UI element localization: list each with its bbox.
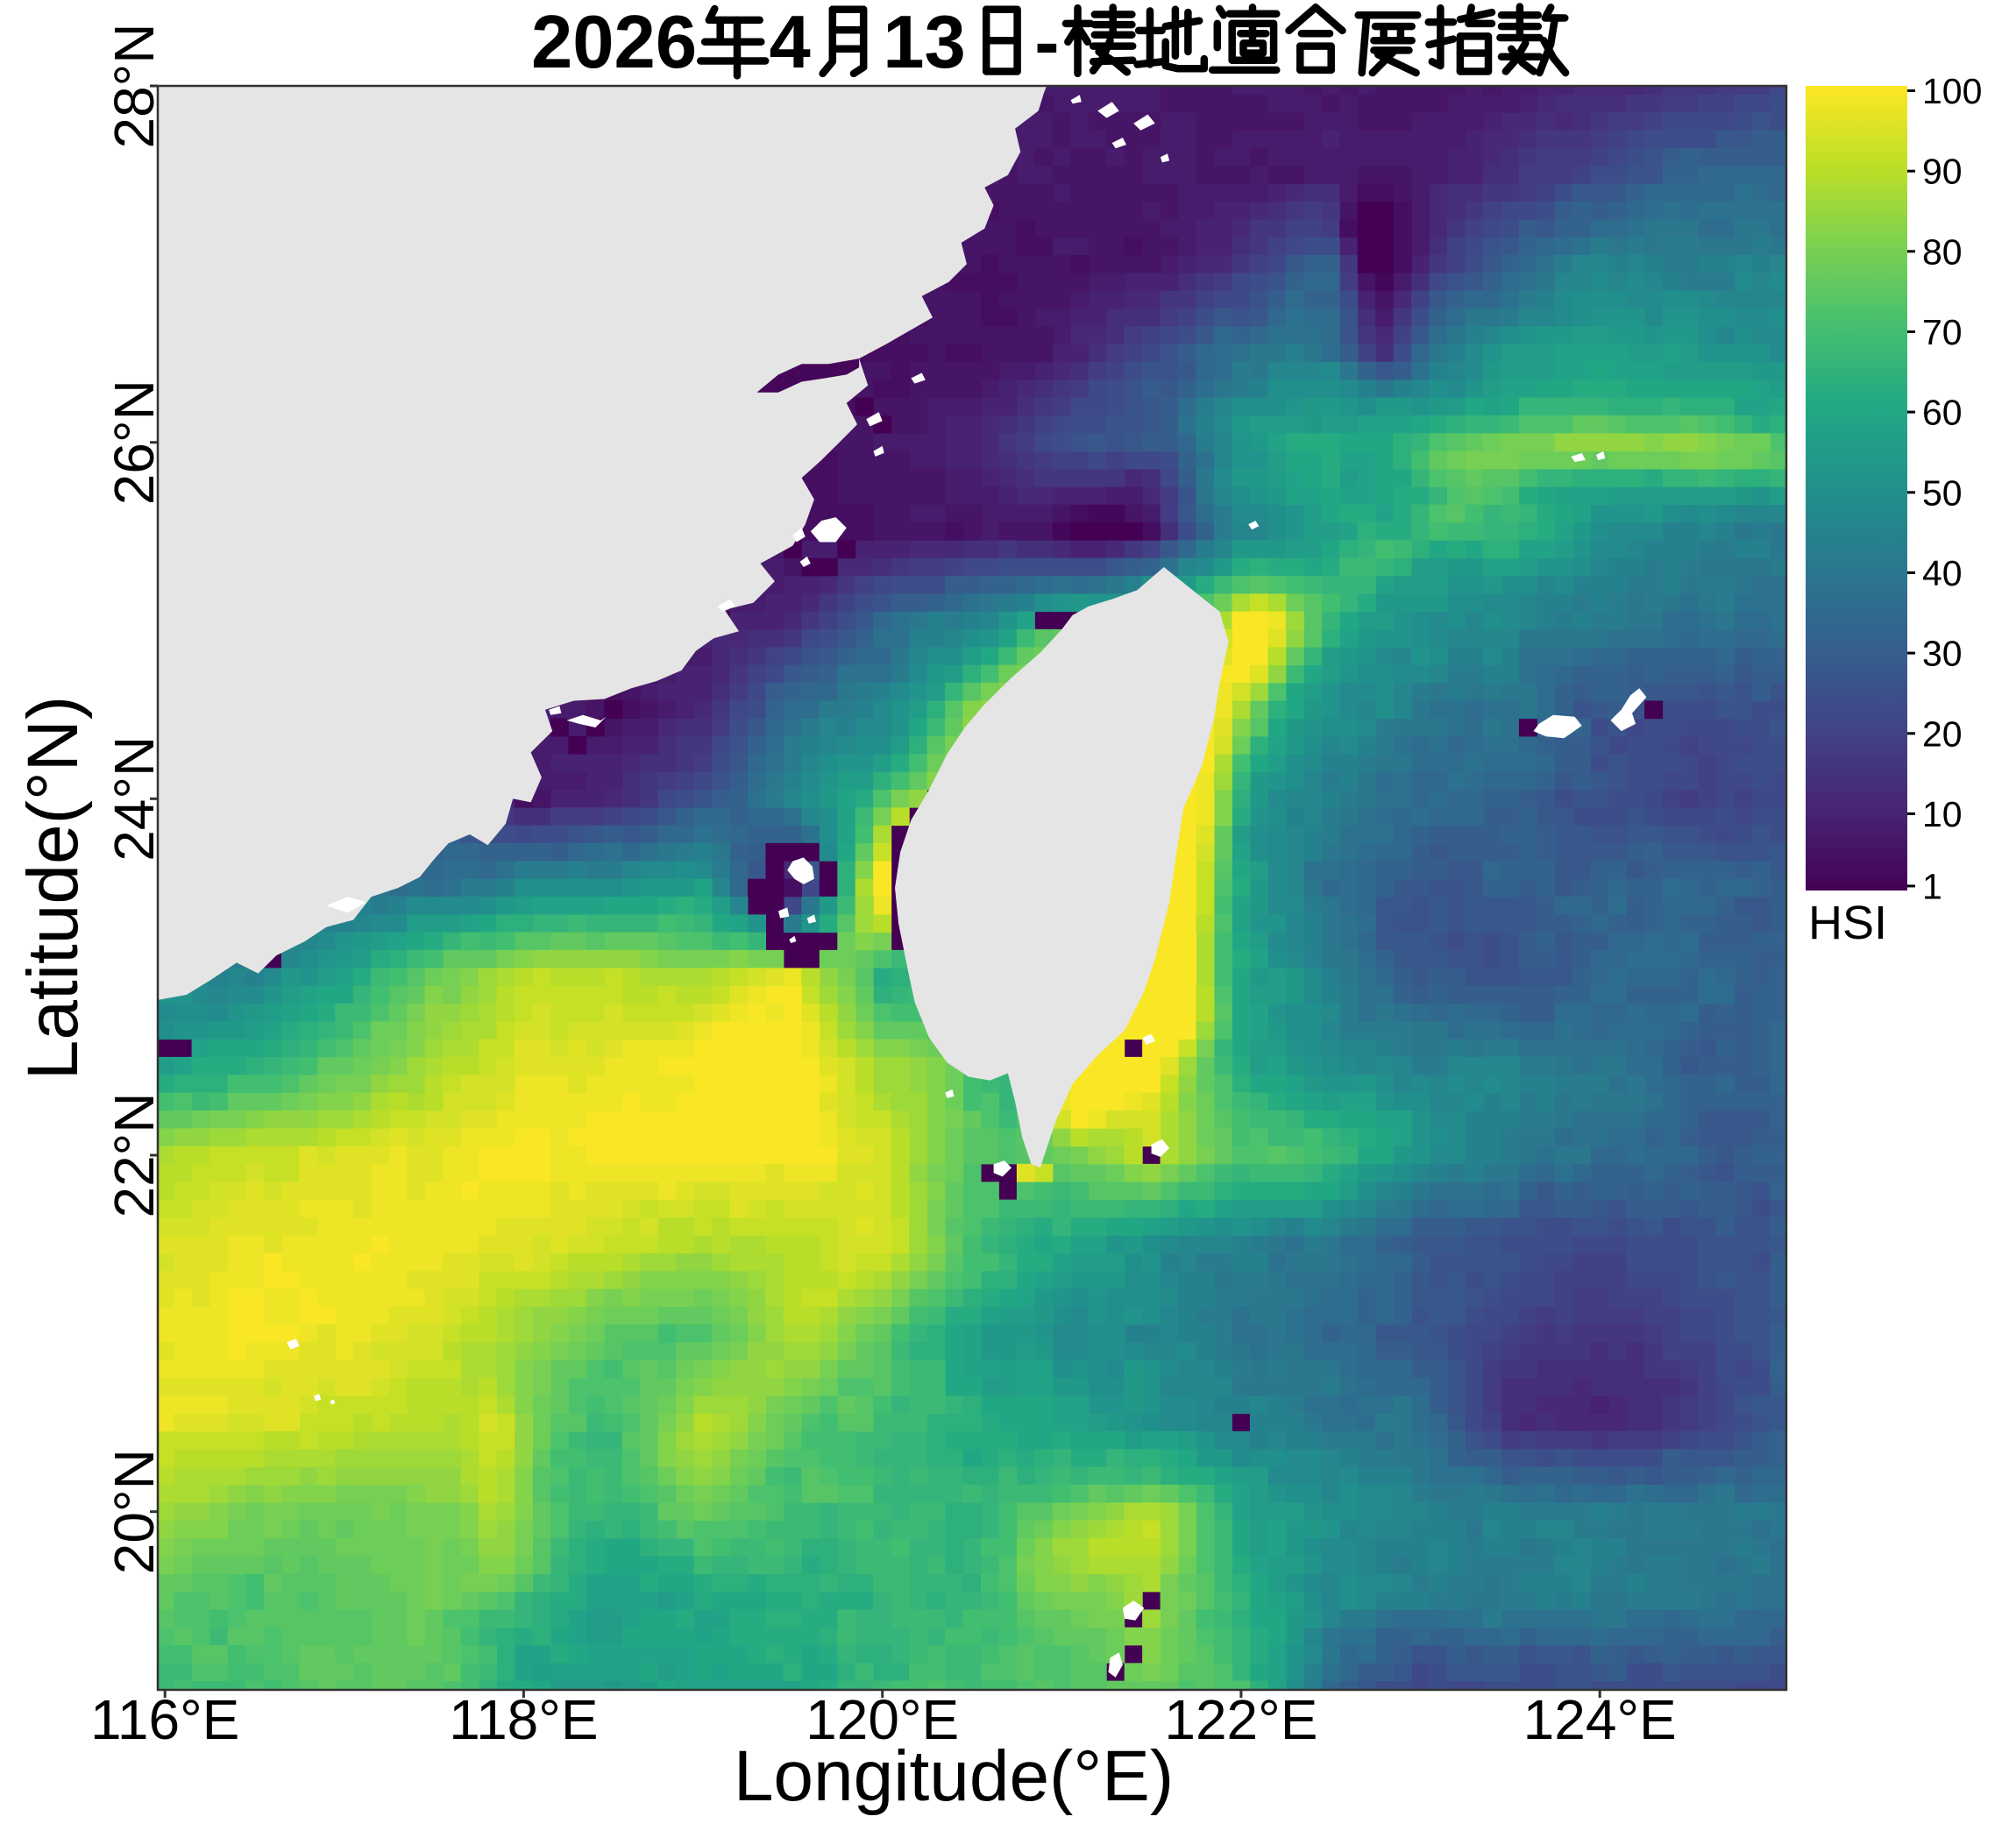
svg-text:80: 80: [1922, 231, 1963, 272]
svg-text:24°N: 24°N: [103, 736, 166, 862]
svg-text:70: 70: [1922, 312, 1963, 352]
svg-text:HSI: HSI: [1808, 897, 1887, 949]
svg-text:28°N: 28°N: [103, 24, 166, 149]
svg-text:122°E: 122°E: [1164, 1688, 1317, 1751]
svg-text:26°N: 26°N: [103, 380, 166, 505]
svg-text:100: 100: [1922, 71, 1982, 111]
svg-text:40: 40: [1922, 553, 1963, 593]
svg-text:90: 90: [1922, 152, 1963, 192]
svg-text:116°E: 116°E: [90, 1688, 239, 1751]
svg-text:4: 4: [770, 1, 811, 84]
svg-text:60: 60: [1922, 393, 1963, 433]
svg-text:10: 10: [1922, 794, 1963, 834]
svg-text:20: 20: [1922, 713, 1963, 754]
svg-text:2026: 2026: [531, 1, 697, 84]
svg-text:13: 13: [883, 1, 966, 84]
svg-text:-: -: [1034, 1, 1059, 84]
svg-text:20°N: 20°N: [103, 1449, 166, 1574]
svg-text:22°N: 22°N: [103, 1093, 166, 1218]
svg-text:Longitude(°E): Longitude(°E): [734, 1736, 1174, 1816]
svg-text:124°E: 124°E: [1523, 1688, 1677, 1751]
svg-text:Latitude(°N): Latitude(°N): [13, 696, 93, 1080]
svg-text:118°E: 118°E: [449, 1688, 598, 1751]
svg-text:1: 1: [1922, 866, 1942, 906]
svg-text:120°E: 120°E: [806, 1688, 959, 1751]
svg-text:30: 30: [1922, 634, 1963, 674]
svg-text:50: 50: [1922, 472, 1963, 513]
